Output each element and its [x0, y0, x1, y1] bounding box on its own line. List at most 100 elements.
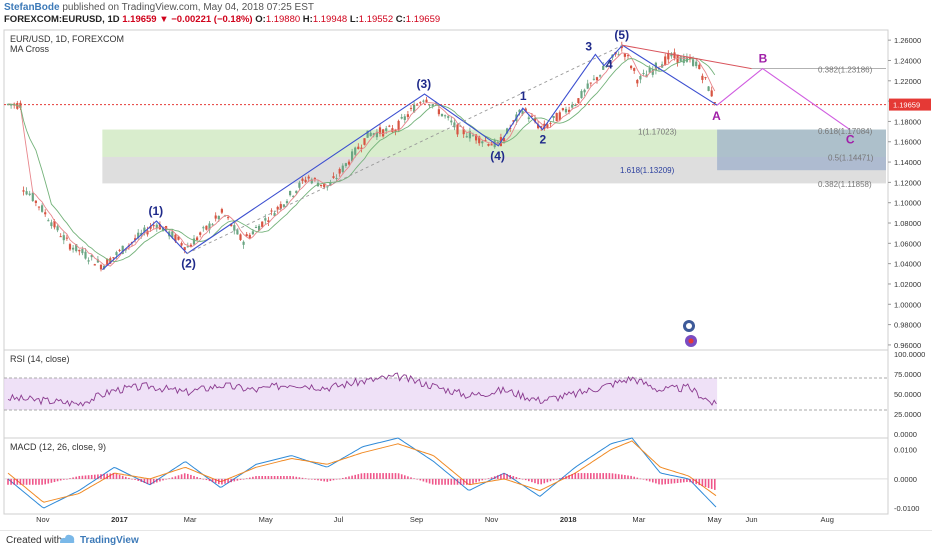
- macd-histogram-bar: [162, 478, 164, 481]
- candle-body: [282, 204, 285, 207]
- candle-body: [366, 130, 369, 138]
- macd-histogram-bar: [264, 476, 267, 479]
- candle-body: [351, 151, 354, 162]
- macd-histogram-bar: [438, 478, 440, 485]
- footer: Created with TradingView: [0, 530, 932, 551]
- candle-body: [103, 265, 106, 269]
- macd-axis-label: 0.0100: [894, 446, 917, 455]
- macd-pane[interactable]: [3, 437, 889, 515]
- candle-body: [394, 130, 397, 132]
- candle-body: [471, 135, 475, 137]
- macd-histogram-bar: [676, 478, 679, 483]
- candle-body: [487, 144, 490, 146]
- candle-body: [19, 102, 22, 109]
- macd-histogram-bar: [323, 478, 325, 482]
- macd-histogram-bar: [143, 478, 146, 483]
- earnings-event-icon[interactable]: [683, 320, 695, 332]
- candle-body: [273, 213, 276, 217]
- candle-body: [304, 179, 307, 182]
- candle-body: [558, 112, 561, 121]
- candle-body: [506, 128, 509, 134]
- open-label: O:: [255, 14, 266, 25]
- close-value: 1.19659: [405, 14, 441, 25]
- candle-body: [285, 201, 289, 204]
- macd-histogram-bar: [28, 478, 31, 485]
- candle-body: [605, 65, 608, 68]
- low-value: 1.19552: [358, 14, 394, 25]
- macd-histogram-bar: [428, 478, 431, 484]
- chart-canvas[interactable]: (1) (2) (3) (4) (5) 1 2 34 A B C 0.382(1.23186) 1(1…: [0, 0, 932, 530]
- macd-histogram-bar: [577, 473, 580, 479]
- macd-histogram-bar: [292, 476, 294, 479]
- candle-body: [413, 104, 416, 113]
- candle-body: [31, 192, 34, 202]
- publish-info: StefanBode published on TradingView.com,…: [4, 2, 314, 13]
- time-axis-label: 2018: [560, 515, 577, 524]
- macd-histogram-bar: [407, 476, 409, 479]
- macd-histogram-bar: [596, 473, 598, 479]
- macd-histogram-bar: [586, 473, 589, 479]
- macd-histogram-bar: [298, 477, 301, 479]
- author-link[interactable]: StefanBode: [4, 2, 60, 13]
- macd-histogram-bar: [134, 478, 136, 480]
- rsi-band: [4, 378, 718, 410]
- macd-histogram-bar: [345, 477, 347, 479]
- macd-histogram-bar: [534, 478, 536, 484]
- macd-histogram-bar: [462, 478, 465, 485]
- high-value: 1.19948: [312, 14, 348, 25]
- macd-histogram-bar: [10, 478, 12, 485]
- macd-histogram-bar: [441, 478, 443, 485]
- candle-body: [161, 227, 165, 232]
- candle-body: [22, 190, 25, 192]
- macd-histogram-bar: [707, 478, 710, 488]
- macd-histogram-bar: [521, 478, 524, 480]
- wedge-top-line: [622, 44, 752, 70]
- macd-histogram-bar: [478, 478, 480, 482]
- time-axis-label: 2017: [111, 515, 128, 524]
- macd-histogram-bar: [686, 478, 688, 483]
- candle-body: [478, 136, 481, 144]
- macd-histogram-bar: [518, 478, 521, 479]
- candle-body: [307, 176, 310, 179]
- candle-body: [65, 237, 68, 239]
- macd-histogram-bar: [25, 478, 28, 485]
- candle-body: [555, 113, 558, 122]
- candle-body: [6, 103, 10, 105]
- price-axis-label: 1.12000: [894, 178, 921, 187]
- macd-histogram-bar: [320, 478, 322, 481]
- macd-histogram-bar: [351, 475, 353, 479]
- macd-histogram-bar: [664, 478, 666, 485]
- candle-body: [453, 122, 456, 128]
- main-pane[interactable]: [3, 29, 889, 351]
- macd-histogram-bar: [435, 478, 437, 485]
- dividend-event-icon[interactable]: [685, 335, 697, 347]
- macd-histogram-bar: [568, 475, 570, 479]
- candle-body: [338, 168, 341, 174]
- candle-body: [465, 136, 468, 138]
- macd-histogram-bar: [379, 473, 381, 479]
- macd-histogram-bar: [236, 478, 239, 481]
- macd-histogram-bar: [171, 477, 174, 479]
- wave-label: (4): [490, 149, 505, 163]
- tradingview-brand-link[interactable]: TradingView: [80, 535, 139, 546]
- macd-histogram-bar: [230, 478, 232, 483]
- candle-body: [630, 65, 633, 69]
- price-axis-label: 1.26000: [894, 36, 921, 45]
- time-axis-label: Nov: [36, 515, 50, 524]
- macd-histogram-bar: [605, 473, 608, 479]
- candle-body: [592, 78, 595, 80]
- macd-histogram-bar: [704, 478, 707, 488]
- candle-body: [623, 53, 626, 57]
- macd-histogram-bar: [109, 473, 112, 479]
- macd-histogram-bar: [56, 478, 59, 482]
- macd-histogram-bar: [41, 478, 43, 485]
- candle-body: [258, 225, 261, 231]
- candle-body: [620, 45, 623, 49]
- macd-histogram-bar: [515, 477, 518, 479]
- candle-body: [589, 82, 592, 84]
- macd-histogram-bar: [174, 476, 177, 479]
- macd-histogram-bar: [103, 473, 105, 479]
- macd-histogram-bar: [283, 476, 285, 479]
- candle-body: [341, 165, 344, 172]
- candle-body: [577, 98, 580, 104]
